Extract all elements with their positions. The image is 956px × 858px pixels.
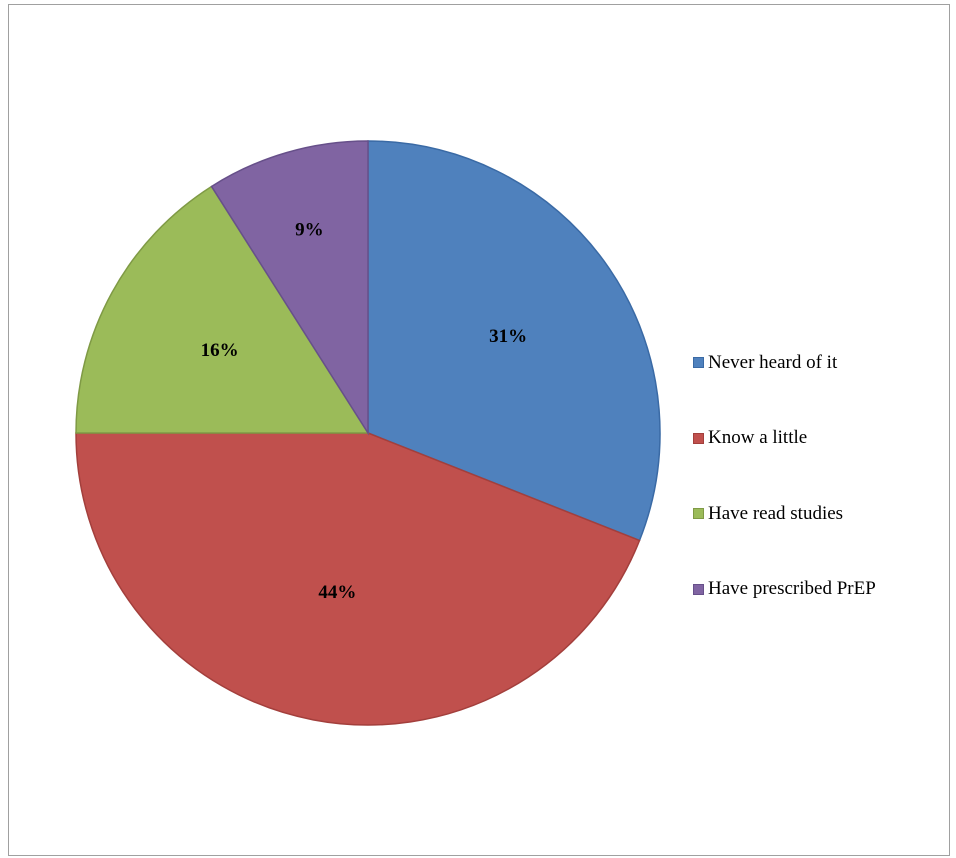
- data-label-never-heard: 31%: [489, 326, 527, 347]
- legend-item-have-prescribed-prep: Have prescribed PrEP: [693, 552, 876, 628]
- pie-slices: [75, 140, 661, 726]
- legend-label-have-prescribed-prep: Have prescribed PrEP: [708, 578, 876, 600]
- legend-item-never-heard: Never heard of it: [693, 325, 876, 401]
- legend-swatch-have-read-studies: [693, 508, 704, 520]
- pie-slice-have-prescribed-prep: [210, 140, 369, 436]
- legend-item-have-read-studies: Have read studies: [693, 476, 876, 552]
- legend-item-know-a-little: Know a little: [693, 401, 876, 477]
- chart-area: 31% 44% 16% 9% Never heard of it Know a lit…: [8, 4, 950, 856]
- legend-swatch-never-heard: [693, 357, 704, 369]
- pie-slice-know-a-little: [75, 432, 641, 726]
- data-label-have-read-studies: 16%: [201, 340, 239, 361]
- legend-swatch-have-prescribed-prep: [693, 583, 704, 595]
- pie-chart: 31% 44% 16% 9%: [75, 140, 661, 726]
- legend: Never heard of it Know a little Have rea…: [693, 349, 876, 627]
- legend-label-never-heard: Never heard of it: [708, 351, 838, 373]
- legend-label-know-a-little: Know a little: [708, 427, 808, 449]
- pie-data-labels: 31% 44% 16% 9%: [201, 219, 527, 603]
- pie-slice-never-heard: [367, 140, 661, 542]
- pie-slice-have-read-studies: [75, 185, 370, 434]
- data-label-know-a-little: 44%: [318, 582, 356, 603]
- legend-label-have-read-studies: Have read studies: [708, 502, 844, 524]
- data-label-have-prescribed-prep: 9%: [295, 219, 324, 240]
- legend-swatch-know-a-little: [693, 432, 704, 444]
